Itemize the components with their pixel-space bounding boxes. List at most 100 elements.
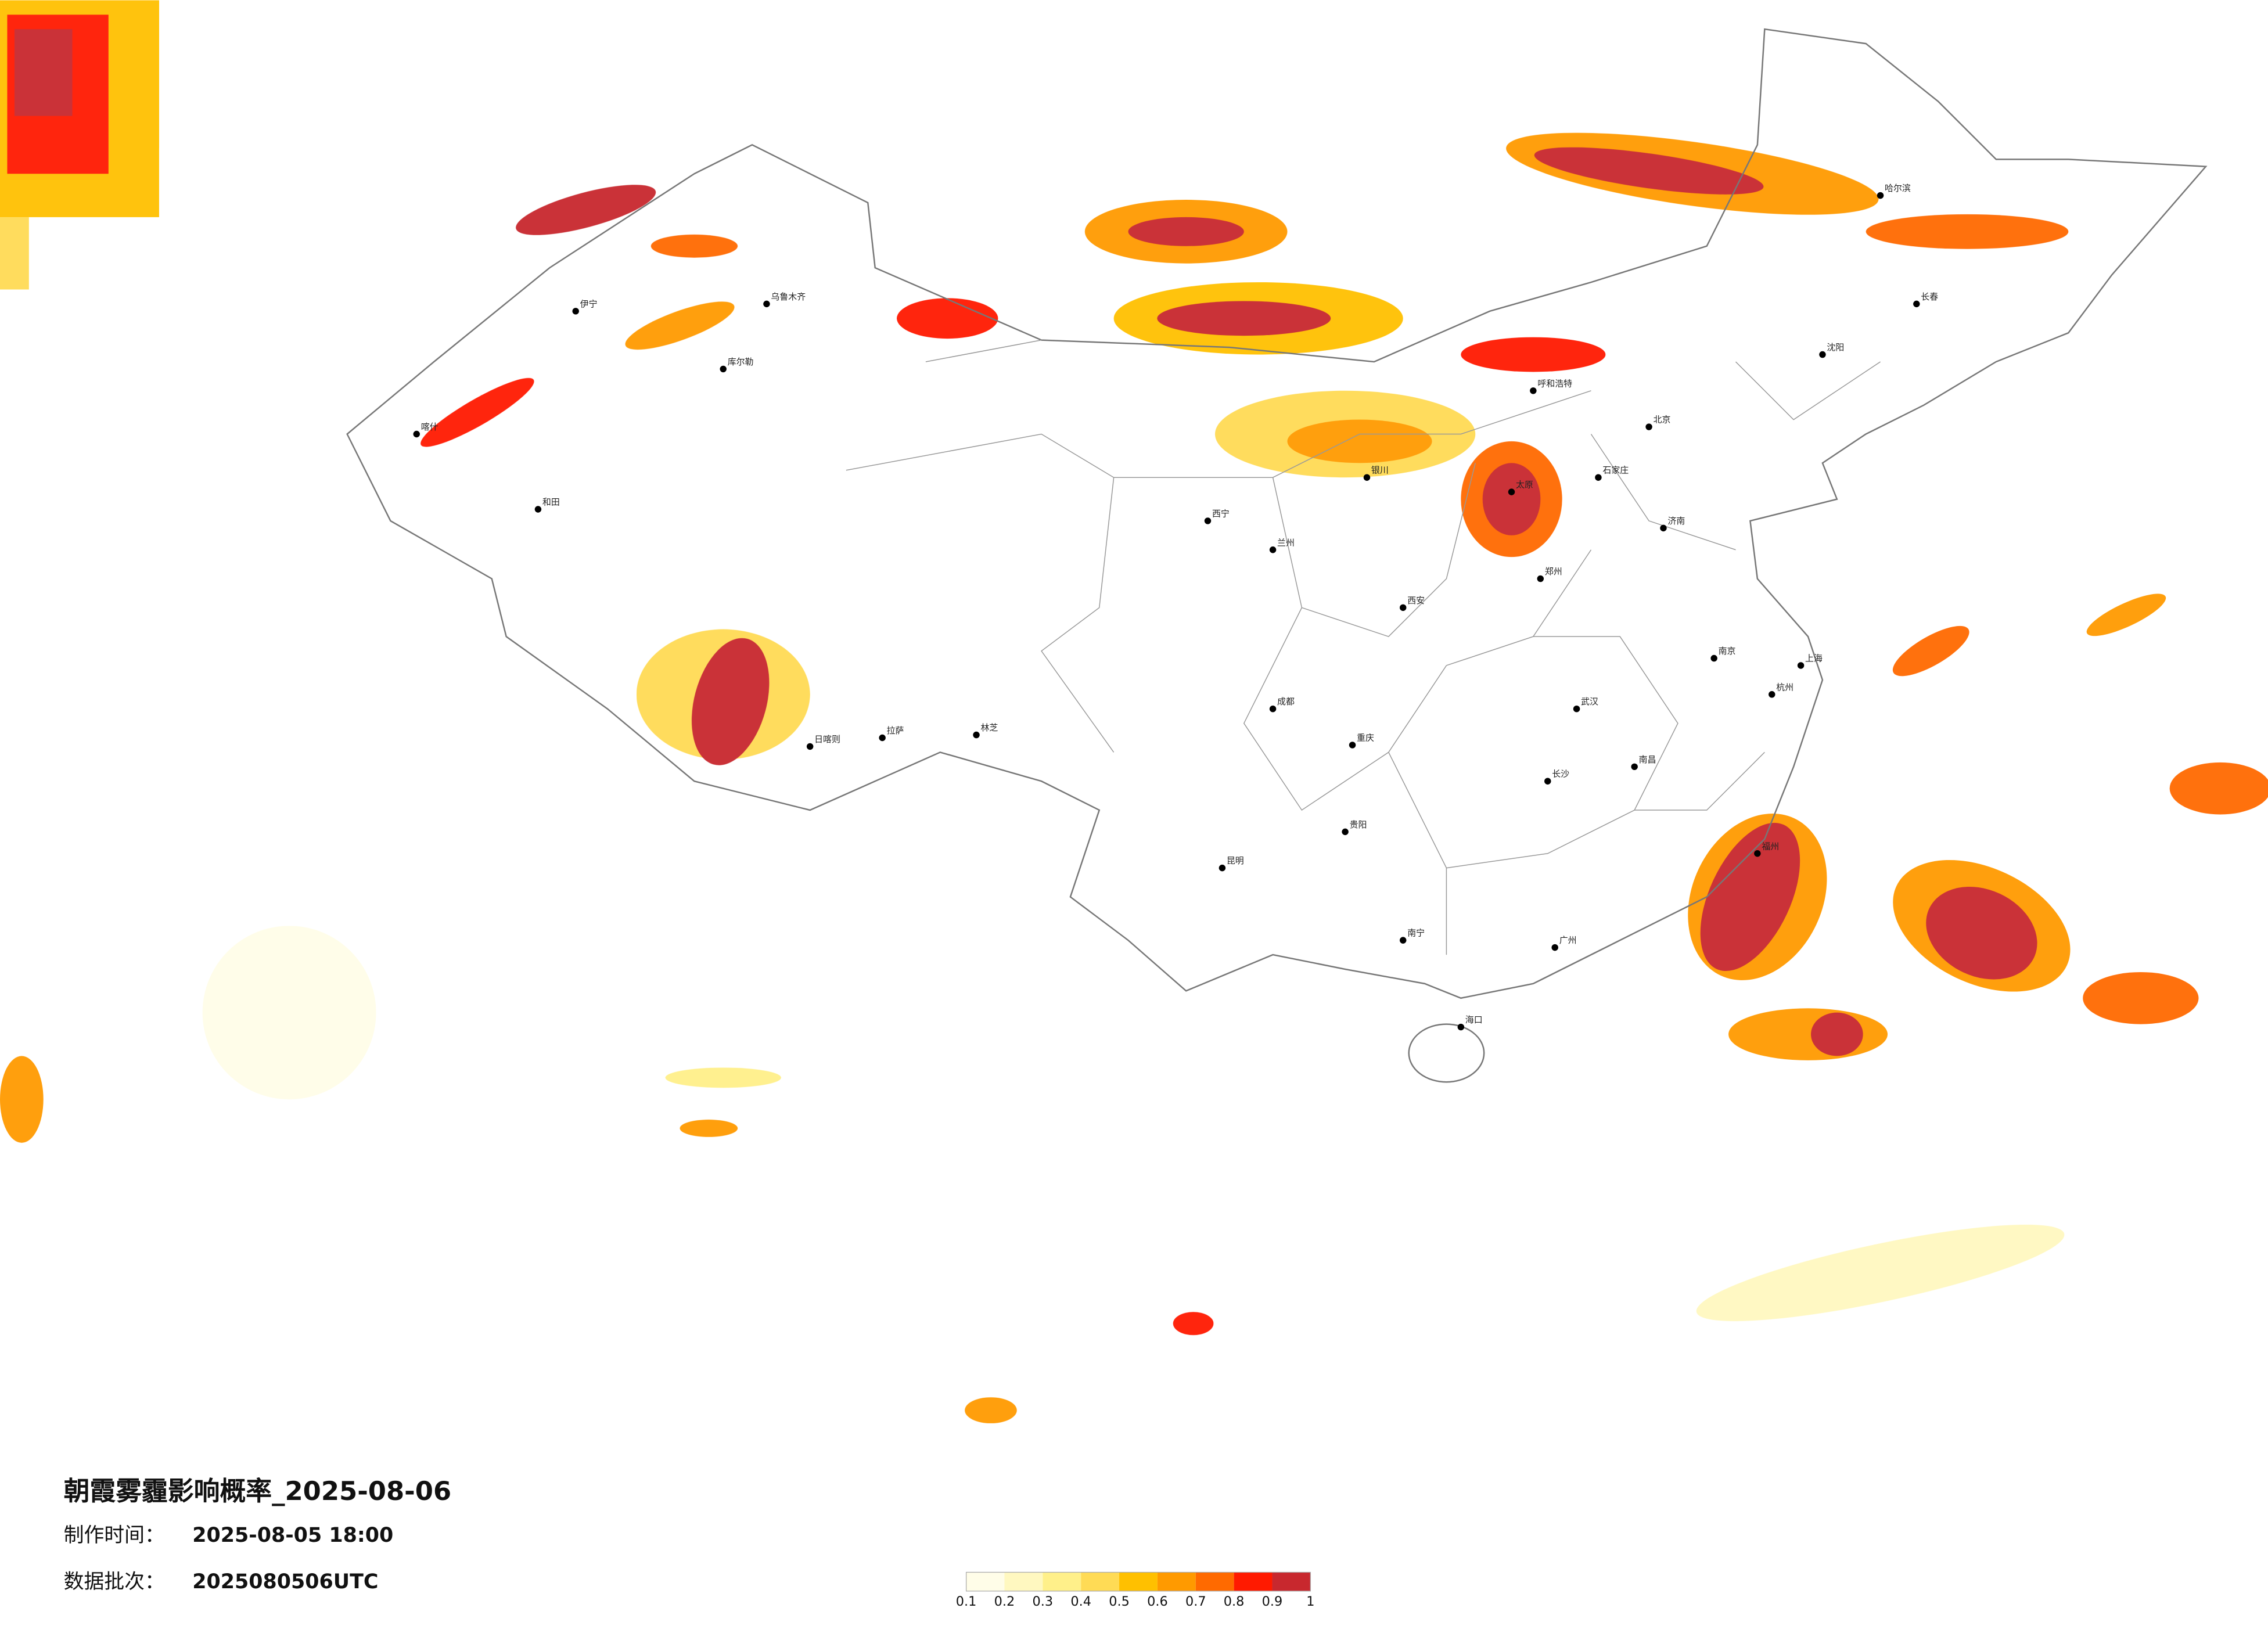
legend-tick-label: 0.3 [1033,1594,1054,1609]
made-time-label: 制作时间： [64,1524,165,1547]
legend-tick-label: 0.6 [1147,1594,1168,1609]
blob [1700,822,1800,972]
city-dot [1363,474,1371,481]
city-dot [1399,937,1407,944]
blob [2169,762,2268,815]
city-label: 海口 [1465,1015,1483,1025]
city-label: 西安 [1407,595,1425,606]
blob [1811,1012,1863,1056]
legend-swatch [966,1572,1005,1591]
province-borders [846,339,1881,955]
city-label: 郑州 [1545,566,1562,577]
legend: 0.1 0.2 0.3 0.4 0.5 0.6 0.7 0.8 0.9 1 [956,1571,1314,1609]
legend-tick-label: 0.9 [1262,1594,1283,1609]
blob [665,1067,781,1088]
blob [1534,147,1764,195]
blob [1926,886,2037,980]
city-dot [879,734,886,742]
city-label: 济南 [1667,516,1685,526]
legend-tick-label: 0.4 [1070,1594,1091,1609]
city-dot [1710,654,1717,662]
blob [1696,1224,2065,1322]
blob [1892,625,1969,677]
city-dot [1457,1023,1465,1031]
city-dot [572,308,579,315]
city-dot [1269,705,1277,713]
blob [516,185,656,235]
island-outline [1408,1023,1485,1083]
blob [14,29,73,116]
legend-tick-label: 0.5 [1109,1594,1130,1609]
blob [625,301,735,350]
city-label: 拉萨 [887,725,904,736]
legend-swatch [1081,1572,1120,1591]
blob [1728,1008,1888,1060]
city-label: 沈阳 [1827,342,1844,352]
city-label: 呼和浩特 [1537,378,1572,388]
blob [1461,337,1606,372]
city-dot [1269,546,1277,553]
city-label: 南宁 [1407,928,1425,938]
city-dot [1769,691,1775,698]
city-label: 武汉 [1581,696,1598,707]
city-label: 伊宁 [580,298,598,309]
made-time-value: 2025-08-05 18:00 [192,1524,393,1547]
city-label: 长春 [1921,292,1938,302]
city-dot [534,506,542,513]
city-label: 广州 [1559,935,1577,945]
city-label: 重庆 [1357,732,1374,743]
legend-swatch [1234,1572,1273,1591]
city-dot [1551,944,1558,951]
blob [0,217,29,290]
city-dot [413,430,420,438]
city-dot [763,300,770,308]
city-label: 北京 [1654,415,1671,425]
city-label: 长沙 [1552,769,1569,779]
legend-tick-label: 0.7 [1185,1594,1206,1609]
city-dot [1508,488,1515,495]
city-dot [1819,351,1826,358]
city-label: 贵阳 [1350,819,1367,830]
country-outline [346,28,2208,999]
city-dot [1660,524,1667,532]
city-dot [1204,517,1212,524]
blob [2083,972,2199,1024]
legend-swatch [1157,1572,1196,1591]
legend-tick-label: 1 [1306,1594,1314,1609]
blob [1482,463,1541,535]
city-dot [1399,604,1407,611]
city-dot [1797,662,1805,669]
legend-swatch [1043,1572,1081,1591]
city-label: 乌鲁木齐 [771,292,806,302]
blob [1128,217,1244,246]
city-dot [720,365,727,373]
city-dot [1631,763,1638,771]
legend-swatch [1195,1572,1234,1591]
city-label: 福州 [1762,841,1779,851]
city-dot [1877,192,1884,199]
batch-value: 2025080506UTC [192,1570,378,1593]
city-dot [1349,742,1356,749]
city-label: 昆明 [1227,855,1244,866]
blob [965,1397,1017,1423]
city-label: 和田 [542,497,560,508]
blob [691,638,770,765]
probability-field [0,0,2268,1423]
city-dot [1645,423,1652,430]
blob [2086,593,2166,636]
blob [1866,214,2069,249]
legend-frame [965,1571,1311,1592]
city-dot [1754,850,1761,857]
city-label: 太原 [1516,480,1533,490]
city-dot [1342,828,1349,836]
blob [1287,419,1432,463]
city-dot [1913,300,1920,308]
legend-swatch [1272,1572,1311,1591]
city-label: 上海 [1805,653,1823,664]
city-label: 南京 [1719,646,1736,656]
city-dot [1595,474,1602,481]
blob [650,234,738,258]
